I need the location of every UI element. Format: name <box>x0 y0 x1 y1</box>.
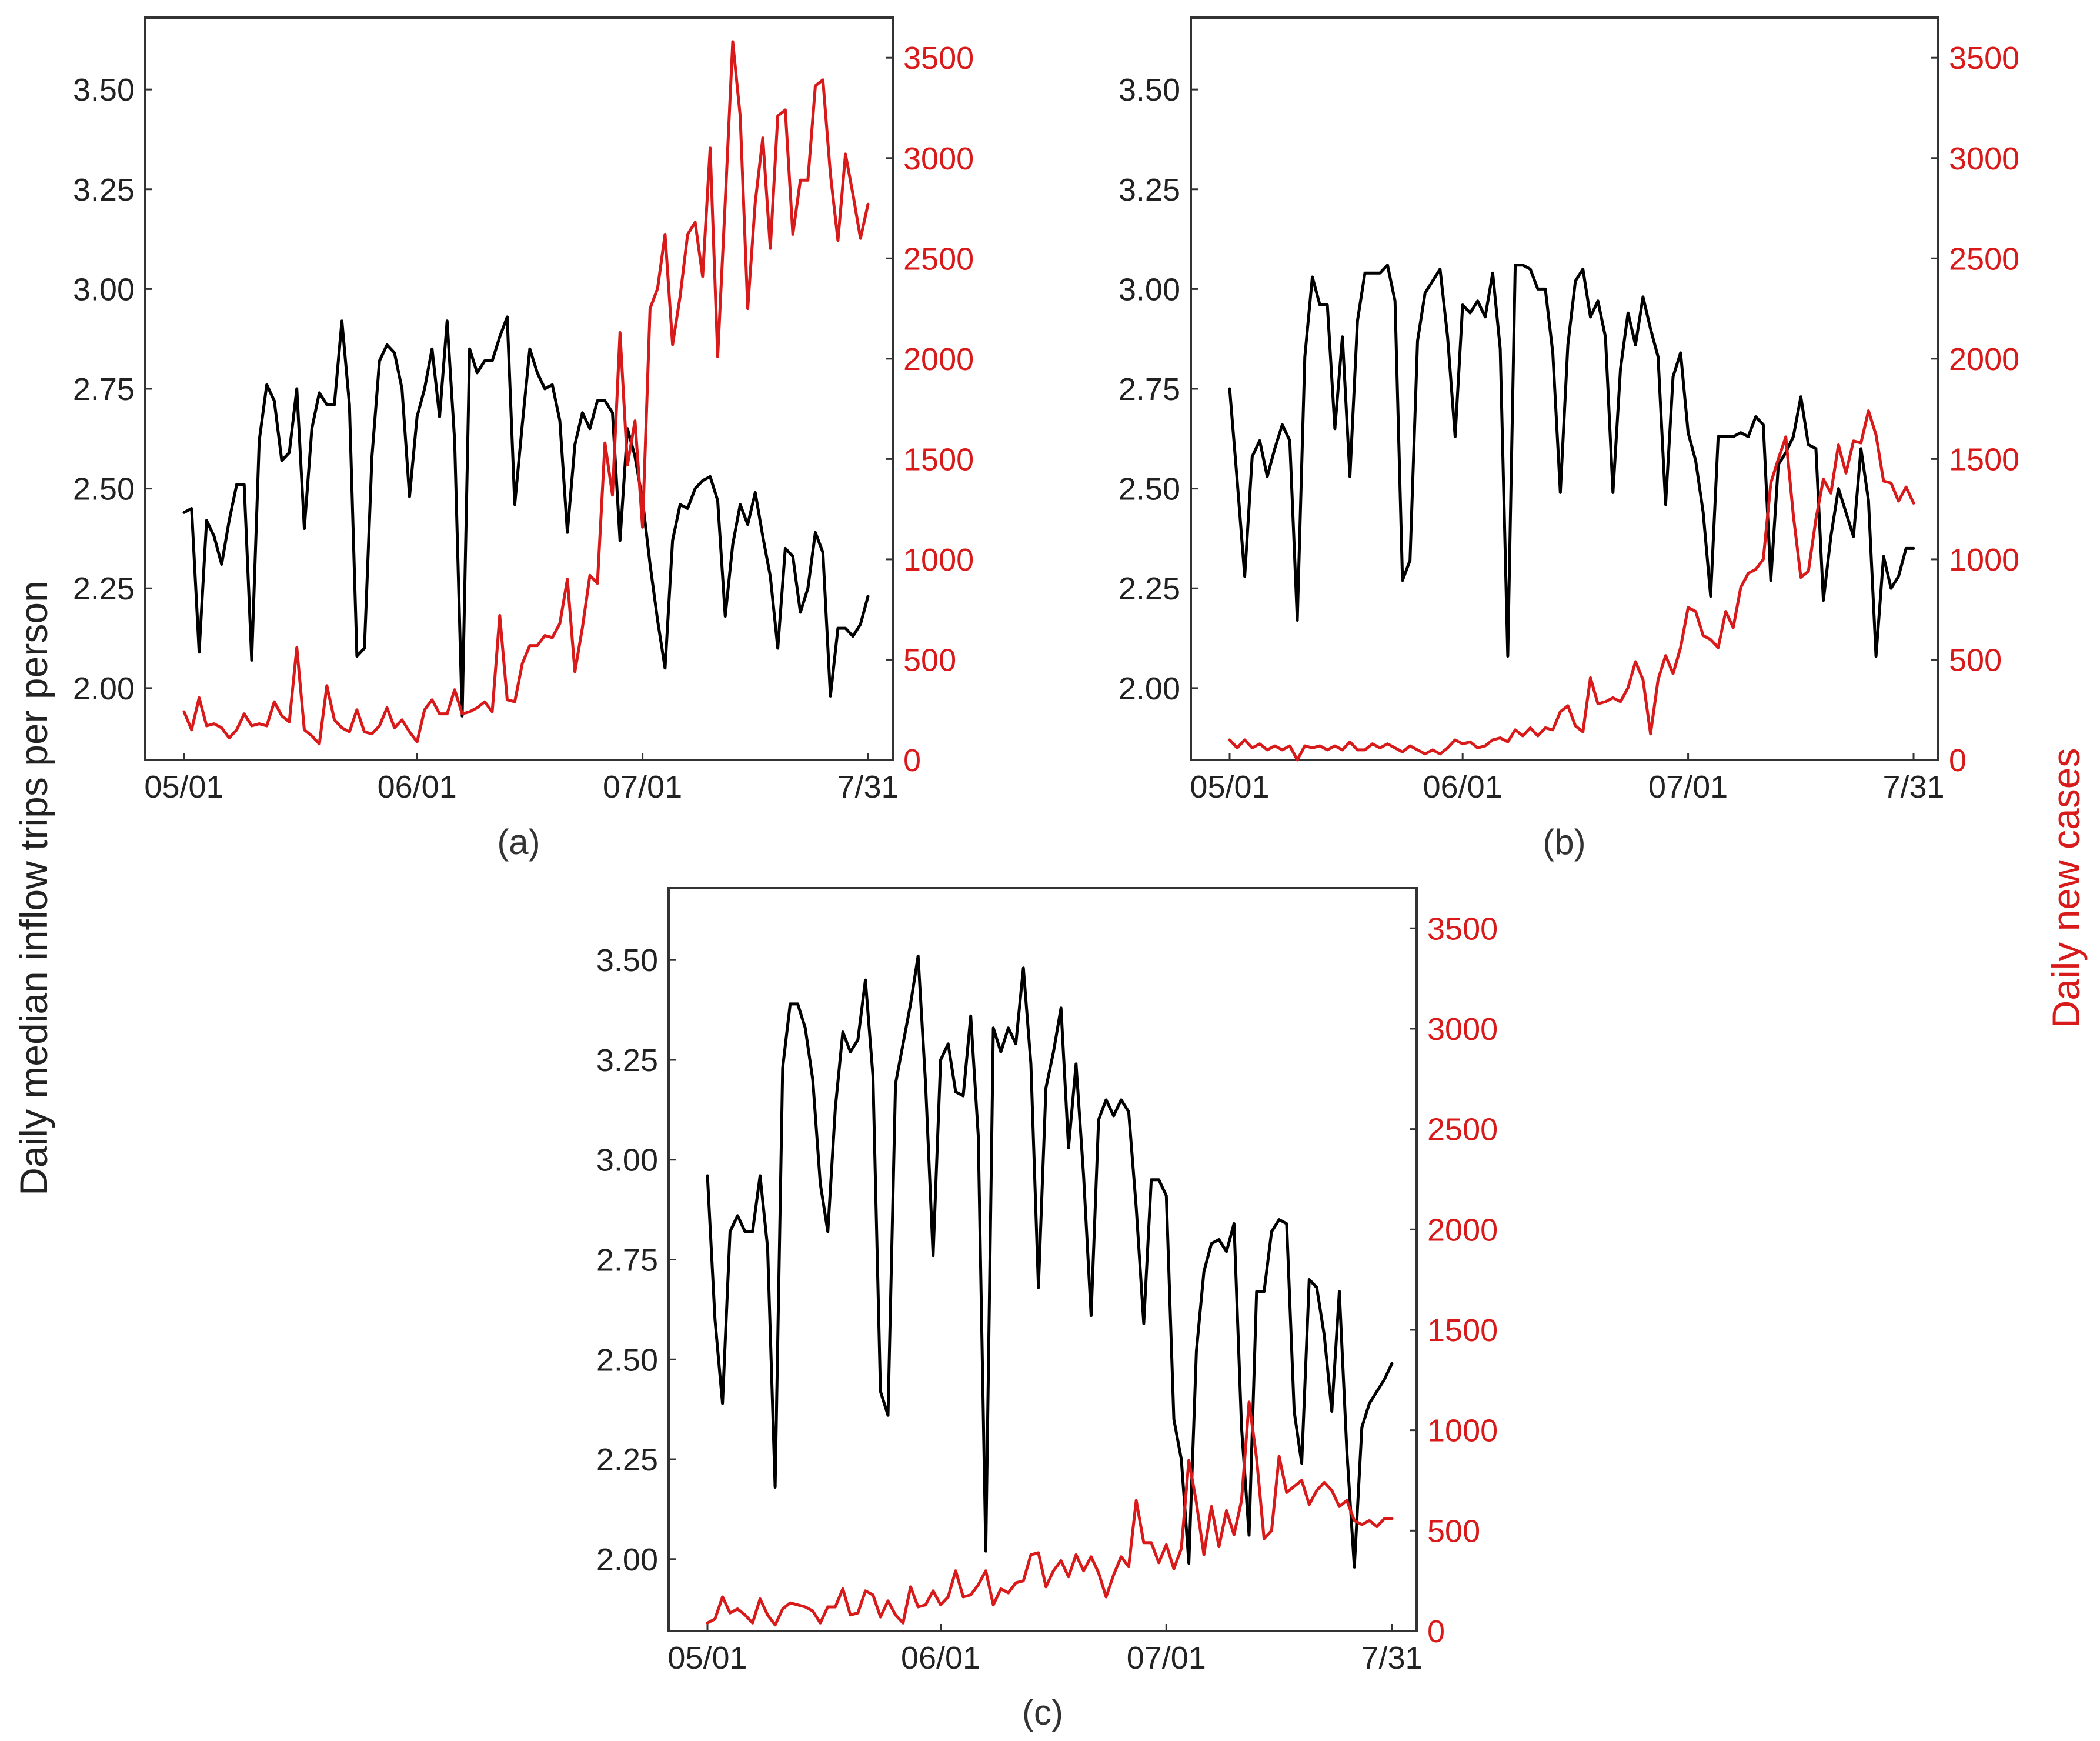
left-tick-label: 2.50 <box>596 1342 658 1378</box>
right-tick-label: 500 <box>1427 1513 1480 1549</box>
panel-caption: (b) <box>1543 822 1585 862</box>
trips-line <box>1228 264 1915 658</box>
chart-panel: 2.00 2.25 2.50 2.75 3.00 3.25 3.50 0 500 1000 1500… <box>596 887 1498 1732</box>
x-tick-label: 05/01 <box>144 769 223 805</box>
right-axis-title: Daily new cases <box>2044 748 2088 1029</box>
right-tick-label: 1500 <box>1427 1313 1498 1348</box>
left-tick-label: 3.25 <box>596 1043 658 1078</box>
cases-line <box>1228 409 1915 762</box>
left-tick-label: 3.50 <box>73 72 135 108</box>
left-tick-label: 3.00 <box>73 272 135 307</box>
x-tick-label: 7/31 <box>1882 769 1944 805</box>
x-tick-label: 06/01 <box>378 769 457 805</box>
right-tick-label: 2000 <box>1427 1212 1498 1248</box>
right-tick-label: 3500 <box>903 41 974 76</box>
x-tick-label: 7/31 <box>837 769 899 805</box>
panel-caption: (c) <box>1022 1693 1063 1732</box>
cases-line <box>182 40 870 746</box>
right-tick-label: 2500 <box>1949 241 2019 276</box>
right-tick-label: 1500 <box>903 442 974 477</box>
right-tick-label: 500 <box>1949 642 2002 678</box>
right-tick-label: 1000 <box>1427 1413 1498 1449</box>
left-tick-label: 3.50 <box>596 943 658 978</box>
left-tick-label: 2.75 <box>596 1243 658 1278</box>
plot-frame <box>667 887 1418 1632</box>
left-tick-label: 3.25 <box>1119 172 1180 208</box>
x-tick-label: 07/01 <box>603 769 682 805</box>
trips-line <box>182 315 870 718</box>
left-tick-label: 2.75 <box>73 372 135 407</box>
right-tick-label: 2000 <box>903 342 974 377</box>
left-tick-label: 2.00 <box>596 1542 658 1577</box>
left-tick-label: 2.50 <box>73 472 135 507</box>
x-tick-label: 05/01 <box>1190 769 1269 805</box>
right-tick-label: 1000 <box>1949 542 2019 578</box>
left-tick-label: 3.25 <box>73 172 135 208</box>
right-tick-label: 3000 <box>1949 141 2019 176</box>
x-tick-label: 7/31 <box>1361 1640 1423 1676</box>
left-tick-label: 2.00 <box>1119 671 1180 706</box>
x-tick-label: 06/01 <box>901 1640 980 1676</box>
trips-line <box>706 954 1394 1569</box>
chart-panel: 2.00 2.25 2.50 2.75 3.00 3.25 3.50 0 500 1000 1500… <box>73 16 974 862</box>
right-tick-label: 3000 <box>1427 1012 1498 1047</box>
left-tick-label: 3.00 <box>1119 272 1180 307</box>
x-tick-label: 06/01 <box>1423 769 1503 805</box>
left-axis-title: Daily median inflow trips per person <box>12 581 55 1195</box>
chart-panel: 2.00 2.25 2.50 2.75 3.00 3.25 3.50 0 500 1000 1500… <box>1119 16 2019 862</box>
left-tick-label: 2.00 <box>73 671 135 706</box>
right-tick-label: 1000 <box>903 542 974 578</box>
left-tick-label: 2.25 <box>1119 571 1180 606</box>
left-tick-label: 3.50 <box>1119 72 1180 108</box>
cases-line <box>706 1400 1394 1627</box>
right-tick-label: 2500 <box>1427 1112 1498 1148</box>
panel-caption: (a) <box>497 822 540 862</box>
right-tick-label: 2000 <box>1949 342 2019 377</box>
right-tick-label: 1500 <box>1949 442 2019 477</box>
right-tick-label: 0 <box>903 743 921 778</box>
right-tick-label: 3000 <box>903 141 974 176</box>
right-tick-label: 0 <box>1427 1614 1445 1649</box>
plot-frame <box>144 16 894 761</box>
left-tick-label: 3.00 <box>596 1143 658 1178</box>
left-tick-label: 2.50 <box>1119 472 1180 507</box>
right-tick-label: 3500 <box>1949 41 2019 76</box>
right-tick-label: 3500 <box>1427 911 1498 946</box>
x-tick-label: 05/01 <box>667 1640 747 1676</box>
right-tick-label: 500 <box>903 642 956 678</box>
x-tick-label: 07/01 <box>1648 769 1728 805</box>
x-tick-label: 07/01 <box>1127 1640 1206 1676</box>
left-tick-label: 2.25 <box>596 1442 658 1477</box>
left-tick-label: 2.25 <box>73 571 135 606</box>
right-tick-label: 2500 <box>903 241 974 276</box>
left-tick-label: 2.75 <box>1119 372 1180 407</box>
right-tick-label: 0 <box>1949 743 1967 778</box>
